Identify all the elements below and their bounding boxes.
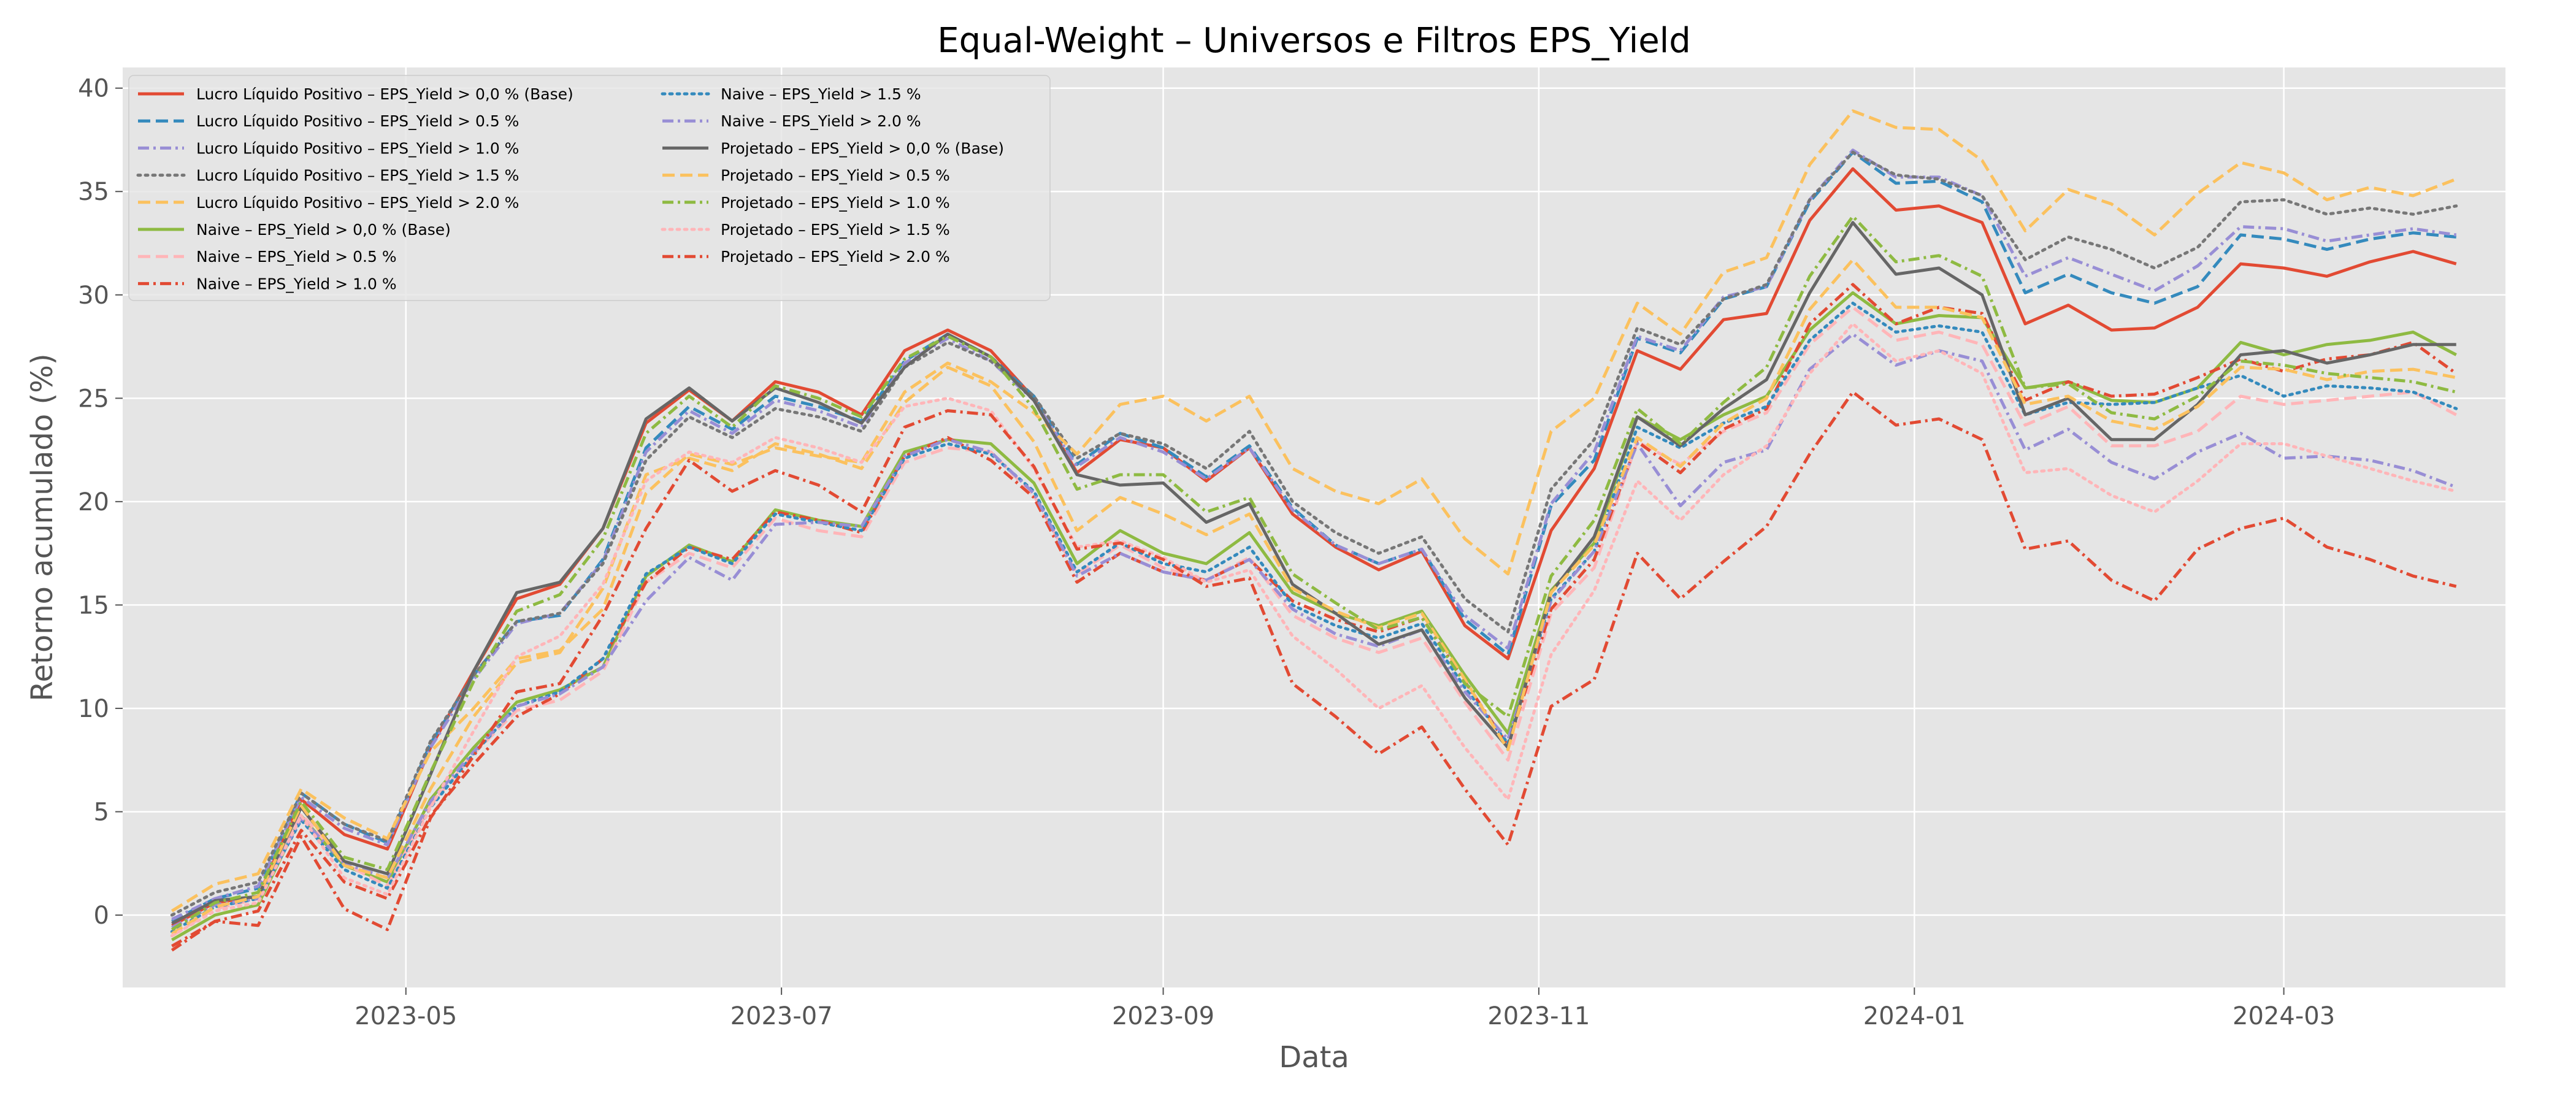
legend-label: Projetado – EPS_Yield > 1.0 %	[721, 194, 950, 212]
x-tick-label: 2023-07	[730, 1002, 833, 1030]
series-line-8	[171, 283, 2458, 948]
series-line-6	[171, 291, 2457, 941]
legend-label: Projetado – EPS_Yield > 0,0 % (Base)	[721, 139, 1004, 157]
series-line-1	[171, 167, 2457, 927]
series-line-5	[171, 109, 2457, 913]
y-axis-label: Retorno acumulado (%)	[25, 353, 59, 701]
legend-label: Projetado – EPS_Yield > 2.0 %	[721, 248, 950, 266]
x-axis-ticks: 2023-05 2023-07 2023-09 2023-11 2024-01 2024-…	[355, 987, 2335, 1030]
legend-label: Lucro Líquido Positivo – EPS_Yield > 0.5…	[196, 112, 519, 130]
legend-label: Naive – EPS_Yield > 1.5 %	[721, 85, 921, 103]
y-tick-label: 30	[78, 282, 109, 310]
legend: Lucro Líquido Positivo – EPS_Yield > 0,0…	[128, 75, 1051, 301]
y-tick-label: 20	[78, 488, 109, 516]
legend-label: Lucro Líquido Positivo – EPS_Yield > 1.5…	[196, 167, 519, 185]
y-tick-label: 0	[94, 902, 109, 930]
legend-label: Lucro Líquido Positivo – EPS_Yield > 0,0…	[196, 85, 573, 103]
series-line-10	[171, 332, 2457, 929]
legend-label: Naive – EPS_Yield > 2.0 %	[721, 112, 921, 130]
series-line-12	[171, 258, 2457, 935]
y-axis-ticks: 0 5 10 15 20 25 30 35 40	[78, 75, 123, 930]
legend-label: Lucro Líquido Positivo – EPS_Yield > 2.0…	[196, 194, 519, 212]
series-line-7	[171, 305, 2457, 937]
series-line-4	[170, 150, 2458, 917]
x-tick-label: 2023-11	[1487, 1002, 1590, 1030]
y-tick-label: 5	[94, 798, 109, 826]
legend-box	[128, 75, 1051, 301]
x-axis-label: Data	[1279, 1040, 1349, 1075]
series-line-15	[171, 390, 2457, 952]
legend-label: Naive – EPS_Yield > 0.5 %	[196, 248, 397, 266]
legend-label: Naive – EPS_Yield > 1.0 %	[196, 275, 397, 293]
series-line-9	[170, 301, 2458, 933]
legend-label: Projetado – EPS_Yield > 1.5 %	[721, 221, 950, 239]
y-tick-label: 10	[78, 695, 109, 723]
series-line-3	[171, 148, 2457, 921]
y-tick-label: 15	[78, 591, 109, 619]
x-tick-label: 2024-03	[2233, 1002, 2335, 1030]
x-tick-label: 2024-01	[1863, 1002, 1966, 1030]
series-line-13	[171, 215, 2457, 931]
y-tick-label: 40	[78, 75, 109, 103]
x-tick-label: 2023-09	[1112, 1002, 1214, 1030]
legend-label: Lucro Líquido Positivo – EPS_Yield > 1.0…	[196, 139, 519, 157]
legend-label: Naive – EPS_Yield > 0,0 % (Base)	[196, 221, 451, 239]
y-tick-label: 25	[78, 385, 109, 413]
x-tick-label: 2023-05	[355, 1002, 457, 1030]
chart-title: Equal-Weight – Universos e Filtros EPS_Y…	[937, 21, 1691, 61]
y-tick-label: 35	[78, 178, 109, 206]
legend-label: Projetado – EPS_Yield > 0.5 %	[721, 167, 950, 185]
series-line-14	[170, 322, 2458, 938]
series-lines	[170, 109, 2458, 952]
